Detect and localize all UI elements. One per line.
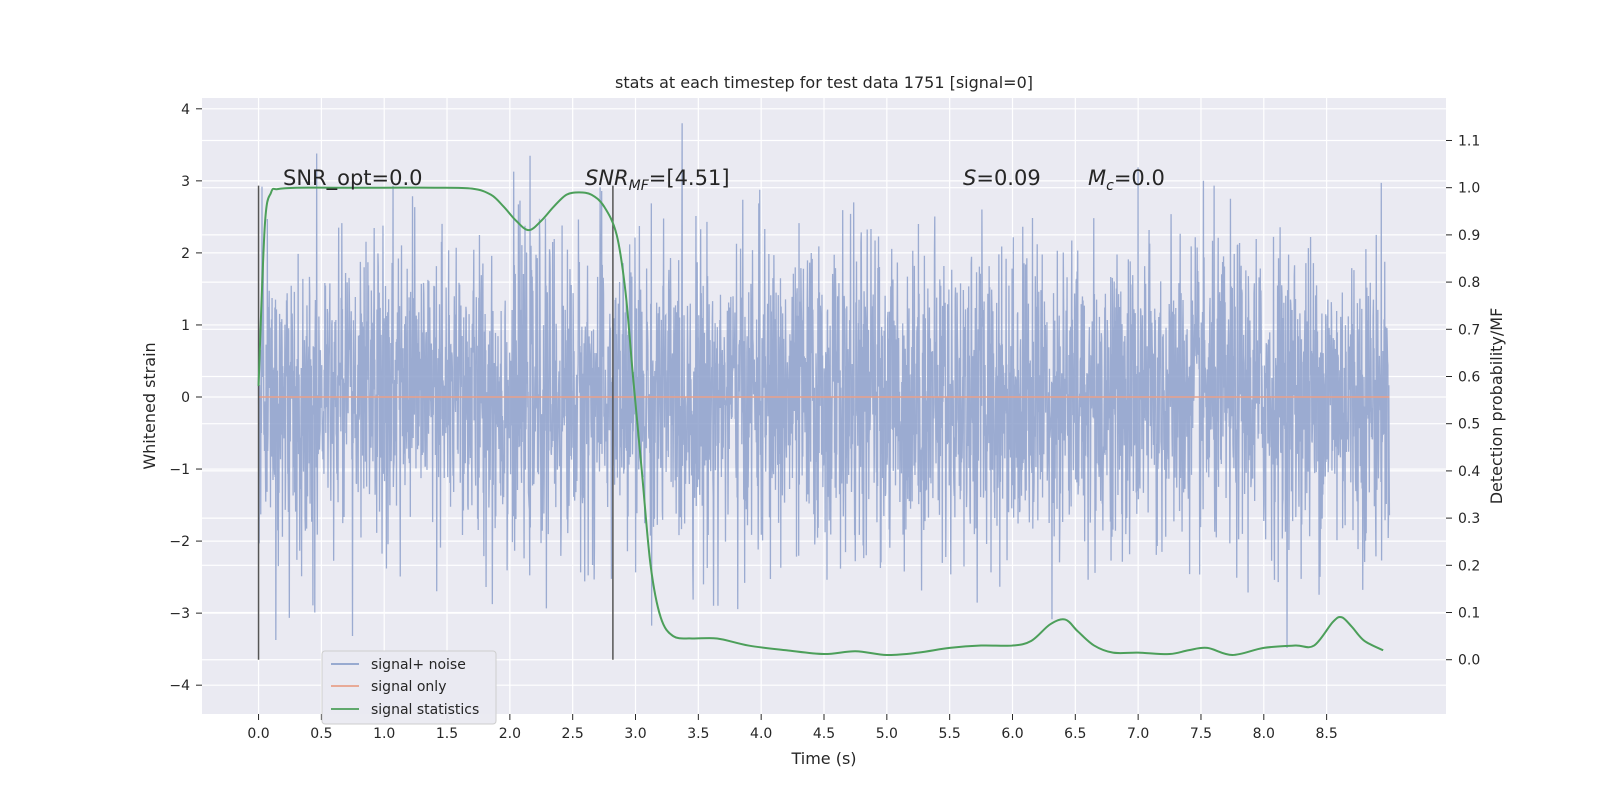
- annotation-snr-mf-sub: MF: [629, 178, 650, 194]
- series-signal-noise: [257, 123, 1391, 649]
- y-tick-label: −4: [169, 678, 190, 694]
- x-tick-label: 7.0: [1127, 726, 1149, 742]
- y-tick-label: 4: [181, 102, 190, 118]
- legend-label-signal-statistics: signal statistics: [371, 702, 479, 718]
- x-tick-label: 6.5: [1064, 726, 1086, 742]
- chart-title: stats at each timestep for test data 175…: [615, 73, 1033, 92]
- annotation-snr-opt: SNR_opt=0.0: [283, 166, 423, 191]
- x-tick-label: 8.0: [1253, 726, 1275, 742]
- x-tick-label: 2.0: [499, 726, 521, 742]
- y-tick-label: 0: [181, 390, 190, 406]
- y2-axis-title: Detection probability/MF: [1487, 308, 1506, 505]
- y2-tick-label: 0.3: [1458, 511, 1480, 527]
- y-axis-right: 1.1 1.0 0.9 0.8 0.7 0.6 0.5 0.4 0.3 0.2 0.1 0.0: [1446, 133, 1480, 669]
- annotation-mc-sub: c: [1106, 178, 1114, 194]
- x-tick-label: 4.0: [750, 726, 772, 742]
- signal-noise-line: [257, 123, 1391, 649]
- x-tick-label: 7.5: [1190, 726, 1212, 742]
- x-tick-label: 3.5: [687, 726, 709, 742]
- x-tick-label: 1.5: [436, 726, 458, 742]
- annotation-mc: Mc=0.0: [1088, 166, 1165, 194]
- y2-tick-label: 0.2: [1458, 558, 1480, 574]
- y-tick-label: −3: [169, 606, 190, 622]
- x-tick-label: 3.0: [624, 726, 646, 742]
- y2-tick-label: 0.8: [1458, 275, 1480, 291]
- series-signal-statistics: [257, 186, 1384, 657]
- y-tick-label: 2: [181, 246, 190, 262]
- annotation-mc-main: M: [1088, 166, 1106, 190]
- y2-tick-label: 1.1: [1458, 133, 1480, 149]
- y-tick-label: −2: [169, 534, 190, 550]
- annotation-snr-mf-value: =[4.51]: [649, 166, 730, 190]
- x-tick-label: 1.0: [373, 726, 395, 742]
- y2-tick-label: 0.6: [1458, 369, 1480, 385]
- y2-tick-label: 1.0: [1458, 181, 1480, 197]
- y-tick-label: −1: [169, 462, 190, 478]
- annotation-snr-mf-main: SNR: [585, 166, 629, 190]
- legend-label-signal-noise: signal+ noise: [371, 657, 466, 673]
- legend-label-signal-only: signal only: [371, 679, 446, 695]
- legend-box: [321, 650, 497, 725]
- y-tick-label: 1: [181, 318, 190, 334]
- y-axis-left: 4 3 2 1 0 −1 −2 −3 −4: [169, 102, 202, 694]
- y2-tick-label: 0.1: [1458, 606, 1480, 622]
- x-axis: 0.0 0.5 1.0 1.5 2.0 2.5 3.0 3.5 4.0 4.5 5.0 5.5 6.0 6…: [247, 714, 1338, 742]
- y2-tick-label: 0.9: [1458, 228, 1480, 244]
- y2-tick-label: 0.7: [1458, 322, 1480, 338]
- x-axis-title: Time (s): [790, 749, 856, 768]
- annotation-mc-value: =0.0: [1114, 166, 1165, 190]
- signal-statistics-line: [257, 186, 1384, 657]
- annotation-snr-mf: SNRMF=[4.51]: [585, 166, 730, 194]
- y2-tick-label: 0.4: [1458, 464, 1480, 480]
- vertical-markers: [257, 185, 614, 660]
- annotation-s-main: S: [963, 166, 976, 190]
- x-tick-label: 6.0: [1001, 726, 1023, 742]
- y-axis-title: Whitened strain: [140, 342, 159, 469]
- x-tick-label: 4.5: [813, 726, 835, 742]
- x-tick-label: 0.5: [310, 726, 332, 742]
- x-tick-label: 5.5: [939, 726, 961, 742]
- annotation-s: S=0.09: [963, 166, 1041, 190]
- x-tick-label: 5.0: [876, 726, 898, 742]
- x-tick-label: 8.5: [1315, 726, 1337, 742]
- legend: signal+ noise signal only signal statist…: [321, 650, 497, 725]
- x-tick-label: 2.5: [562, 726, 584, 742]
- annotation-s-value: =0.09: [976, 166, 1040, 190]
- x-tick-label: 0.0: [247, 726, 269, 742]
- y-tick-label: 3: [181, 174, 190, 190]
- annotations: SNR_opt=0.0 SNRMF=[4.51] S=0.09 Mc=0.0: [283, 166, 1165, 194]
- y2-tick-label: 0.0: [1458, 653, 1480, 669]
- y2-tick-label: 0.5: [1458, 417, 1480, 433]
